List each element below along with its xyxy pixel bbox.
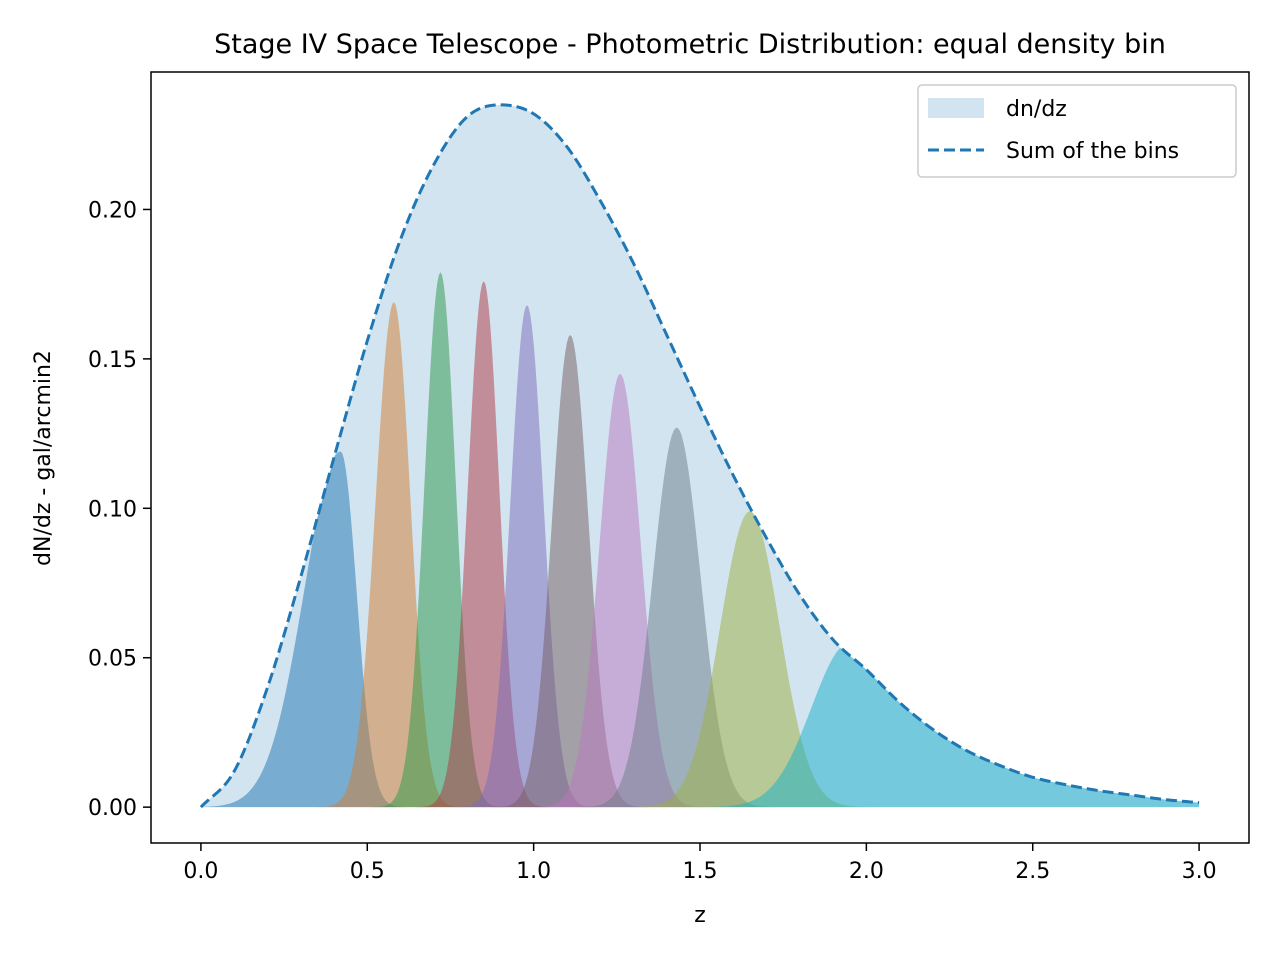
x-tick-label: 0.0 — [183, 859, 218, 884]
bin-1-area — [200, 451, 1200, 808]
bins-layer — [200, 272, 1200, 808]
bin-9-area — [200, 511, 1200, 808]
y-tick-label: 0.05 — [88, 647, 137, 672]
bin-2-area — [200, 302, 1200, 808]
x-tick-label: 0.5 — [350, 859, 385, 884]
legend: dn/dz Sum of the bins — [917, 84, 1237, 178]
y-tick-label: 0.15 — [88, 348, 137, 373]
x-tick-label: 1.5 — [683, 859, 718, 884]
sum-of-bins-line — [199, 103, 1200, 809]
legend-label-dndz: dn/dz — [1006, 97, 1067, 122]
dndz-area — [200, 104, 1200, 808]
y-tick-label: 0.20 — [88, 198, 137, 223]
bin-10-area — [200, 648, 1200, 808]
x-tick-label: 3.0 — [1182, 859, 1217, 884]
y-tick-label: 0.10 — [88, 497, 137, 522]
bin-8-area — [200, 427, 1200, 808]
bin-3-area — [200, 272, 1200, 808]
x-tick-label: 2.5 — [1015, 859, 1050, 884]
x-axis-ticks: 0.0 0.5 1.0 1.5 2.0 2.5 3.0 — [183, 843, 1217, 884]
legend-swatch-dndz — [928, 98, 984, 118]
x-axis-label: z — [694, 903, 706, 928]
x-tick-label: 1.0 — [516, 859, 551, 884]
legend-label-sum: Sum of the bins — [1006, 139, 1179, 164]
chart-title: Stage IV Space Telescope - Photometric D… — [214, 29, 1166, 60]
legend-box — [917, 84, 1237, 178]
y-axis-label: dN/dz - gal/arcmin2 — [31, 350, 56, 566]
y-tick-label: 0.00 — [88, 796, 137, 821]
y-axis-ticks: 0.00 0.05 0.10 0.15 0.20 — [88, 198, 151, 821]
x-tick-label: 2.0 — [849, 859, 884, 884]
